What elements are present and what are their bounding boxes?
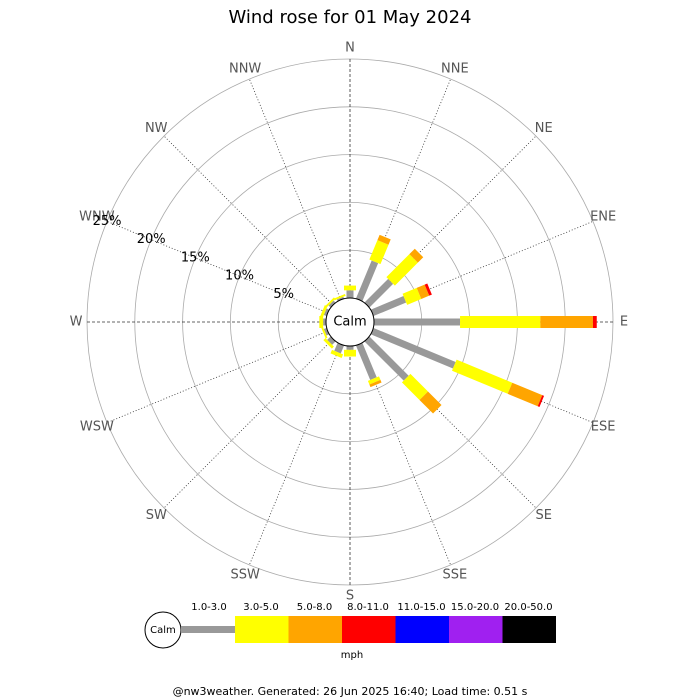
bar-segment [330,349,344,358]
calm-circle [325,297,375,347]
legend-label: 5.0-8.0 [297,602,332,613]
bar-segment [327,336,336,345]
legend-swatch [235,616,289,643]
legend-swatch [395,616,449,643]
bar-segment [333,293,346,301]
spoke [349,321,594,424]
bar-segment [386,254,418,286]
spoke [349,135,537,323]
bar-segment [416,284,430,299]
direction-label: NNW [229,61,261,76]
bar-segment [402,287,422,305]
spoke [349,321,537,509]
legend-swatch [181,626,235,633]
bar-segment [364,336,409,381]
bar-segment [401,373,428,400]
bar-segment [507,382,543,407]
legend-calm-label: Calm [150,625,176,636]
legend-label: 20.0-50.0 [504,602,552,613]
direction-label: SSE [442,568,467,583]
direction-label: WNW [79,210,115,225]
bar-segment [321,326,328,339]
spoke [248,321,351,566]
legend-label: 11.0-15.0 [397,602,445,613]
bar-segment [537,395,545,407]
legend-swatch [449,616,503,643]
legend-label: 8.0-11.0 [347,602,389,613]
spoke [163,135,351,323]
legend-swatch [342,616,396,643]
direction-label: E [620,315,628,330]
spoke [349,321,452,566]
bar-segment [334,342,345,354]
bar-segment [452,359,513,394]
bar-segment [409,248,424,263]
legend-unit: mph [341,650,363,661]
direction-label: W [70,315,83,330]
legend-swatch [502,616,556,643]
bar-segment [320,305,328,318]
bar-segment [355,342,377,380]
direction-label: S [346,589,354,604]
direction-label: SW [146,508,167,523]
legend-label: 3.0-5.0 [243,602,278,613]
r-tick-label: 20% [137,232,166,247]
direction-label: SSW [230,568,260,583]
legend-swatch [288,616,342,643]
direction-label: SE [536,508,552,523]
direction-label: ESE [591,419,616,434]
calm-label: Calm [333,315,366,330]
r-tick-label: 15% [181,250,210,265]
bar-segment [323,338,334,349]
direction-label: NW [145,121,168,136]
direction-label: N [345,41,355,56]
bar-segment [369,240,389,265]
r-tick-label: 5% [273,287,294,302]
direction-label: NNE [441,61,469,76]
bar-segment [419,391,442,414]
chart-title: Wind rose for 01 May 2024 [229,7,472,28]
bar-segment [369,379,382,388]
spoke [349,220,594,323]
r-tick-label: 10% [225,269,254,284]
spoke [106,321,351,424]
spoke [106,220,351,323]
r-tick-label: 25% [93,214,122,229]
bar-segment [424,283,432,296]
direction-label: ENE [590,210,616,225]
bar-segment [355,260,379,302]
spoke [349,78,452,323]
spoke [248,78,351,323]
bar-segment [370,327,456,369]
spoke [163,321,351,509]
footer: @nw3weather. Generated: 26 Jun 2025 16:4… [173,685,528,698]
bar-segment [325,297,336,308]
bar-segment [367,376,381,385]
bar-segment [377,234,391,245]
bar-segment [364,278,394,308]
legend-label: 15.0-20.0 [451,602,499,613]
direction-label: WSW [80,419,114,434]
legend-label: 1.0-3.0 [191,602,226,613]
direction-label: NE [535,121,553,136]
bar-segment [370,296,407,317]
